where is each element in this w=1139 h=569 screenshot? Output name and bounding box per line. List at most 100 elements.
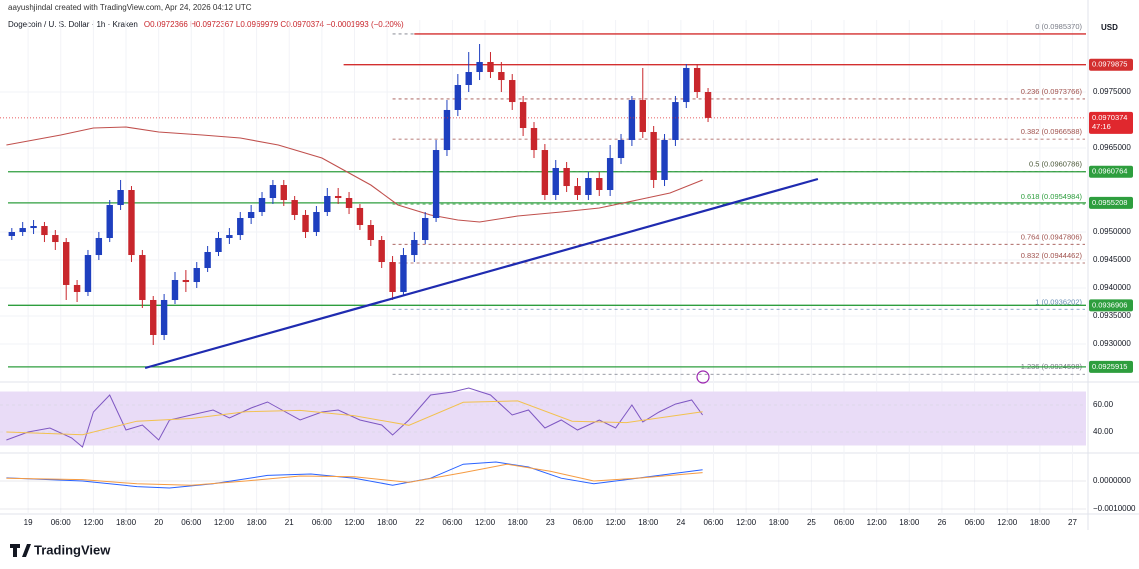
candle-body <box>215 237 222 252</box>
x-tick-label: 19 <box>24 518 33 527</box>
y-tick-label: 60.00 <box>1093 400 1114 409</box>
currency: USD <box>1101 23 1118 32</box>
price-tag-label: 0.0979875 <box>1092 60 1127 69</box>
x-tick-label: 24 <box>676 518 685 527</box>
fib-label: 0 (0.0985370) <box>1035 22 1082 31</box>
series-line <box>6 400 703 436</box>
candle-body <box>324 195 331 213</box>
brand-logo <box>10 544 31 557</box>
candle-body <box>52 235 59 243</box>
x-tick-label: 12:00 <box>606 518 627 527</box>
candle-body <box>628 100 636 140</box>
event-icon <box>696 370 710 384</box>
x-tick-label: 12:00 <box>214 518 235 527</box>
candle-body <box>117 190 124 206</box>
price-tag <box>1089 196 1133 209</box>
candle-body <box>269 185 277 199</box>
fib-label: 0.236 (0.0973766) <box>1021 87 1083 96</box>
x-tick-label: 18:00 <box>899 518 920 527</box>
candle-body <box>182 279 190 283</box>
candle-body <box>139 255 146 300</box>
candle-body <box>95 237 103 256</box>
candle-body <box>237 218 244 236</box>
series-line <box>6 387 704 448</box>
x-tick-label: 21 <box>285 518 294 527</box>
candle-body <box>672 102 679 140</box>
x-tick-label: 18:00 <box>638 518 659 527</box>
axes: 19 06:00 12:00 18:00 20 06:00 12:00 18:00 21 06:0… <box>24 58 1136 527</box>
candle-body <box>128 190 135 256</box>
candle-body <box>476 61 483 73</box>
x-tick-label: 22 <box>415 518 424 527</box>
candle-body <box>552 167 559 195</box>
x-tick-label: 12:00 <box>344 518 365 527</box>
price-tag <box>1089 58 1133 71</box>
candle-body <box>422 218 429 241</box>
price-tag-label: 0.0970374 <box>1092 113 1127 122</box>
x-tick-label: 12:00 <box>997 518 1018 527</box>
candle-body <box>411 240 418 256</box>
candle-body <box>650 131 657 180</box>
candle-body <box>41 226 48 236</box>
fib-label: 0.764 (0.0947806) <box>1021 232 1083 241</box>
candle-body <box>585 178 592 195</box>
symbol: Dogecoin / U. S. Dollar · 1h · Kraken <box>8 20 138 29</box>
x-tick-label: 20 <box>154 518 163 527</box>
candle-body <box>313 212 320 233</box>
candle-body <box>465 72 472 86</box>
x-tick-label: 06:00 <box>181 518 202 527</box>
candle-body <box>63 242 70 285</box>
credit: aayushjindal created with TradingView.co… <box>8 3 252 12</box>
x-tick-label: 06:00 <box>834 518 855 527</box>
candle-body <box>454 85 462 110</box>
x-tick-label: 12:00 <box>475 518 496 527</box>
x-tick-label: 12:00 <box>867 518 888 527</box>
y-tick-label: 40.00 <box>1093 427 1114 436</box>
price-tag-label: 0.0960764 <box>1092 167 1127 176</box>
x-tick-label: 06:00 <box>703 518 724 527</box>
candle-body <box>193 268 200 283</box>
fib-label: 0.382 (0.0966588) <box>1021 127 1083 136</box>
candle-body <box>204 251 211 269</box>
candle-body <box>8 232 16 236</box>
fib-label: 0.5 (0.0960786) <box>1029 160 1082 169</box>
x-tick-label: 25 <box>807 518 816 527</box>
candle-body <box>519 102 527 129</box>
x-tick-label: 12:00 <box>736 518 757 527</box>
band <box>0 391 1086 446</box>
fib-label: 1 (0.0936202) <box>1035 297 1082 306</box>
candle-body <box>683 67 690 103</box>
price-tag-label: 0.0955208 <box>1092 198 1127 207</box>
countdown: 47:16 <box>1092 122 1111 131</box>
candle-body <box>487 61 494 73</box>
x-tick-label: 18:00 <box>377 518 398 527</box>
y-tick-label: 0.0945000 <box>1093 255 1131 264</box>
candle-body <box>84 255 92 292</box>
candle-body <box>291 200 298 215</box>
candle-body <box>378 240 385 263</box>
candle-body <box>334 195 342 199</box>
x-tick-label: 18:00 <box>247 518 268 527</box>
candle-body <box>19 228 26 233</box>
x-tick-label: 23 <box>546 518 555 527</box>
x-tick-label: 18:00 <box>1030 518 1051 527</box>
y-tick-label: 0.0950000 <box>1093 227 1131 236</box>
y-tick-label: 0.0930000 <box>1093 339 1131 348</box>
x-tick-label: 18:00 <box>116 518 137 527</box>
price-tag-label: 0.0936906 <box>1092 300 1127 309</box>
price-tag <box>1089 111 1133 134</box>
moving-average <box>6 126 703 223</box>
y-tick-label: 0.0000000 <box>1093 476 1131 485</box>
brand: TradingView <box>34 542 111 557</box>
fib-label: 0.832 (0.0944462) <box>1021 251 1083 260</box>
candle-body <box>356 207 364 226</box>
x-tick-label: 06:00 <box>312 518 333 527</box>
candle-body <box>73 284 81 292</box>
candle-body <box>171 279 179 300</box>
grid <box>0 20 1086 514</box>
candle-body <box>247 212 255 219</box>
candle-body <box>226 235 233 238</box>
